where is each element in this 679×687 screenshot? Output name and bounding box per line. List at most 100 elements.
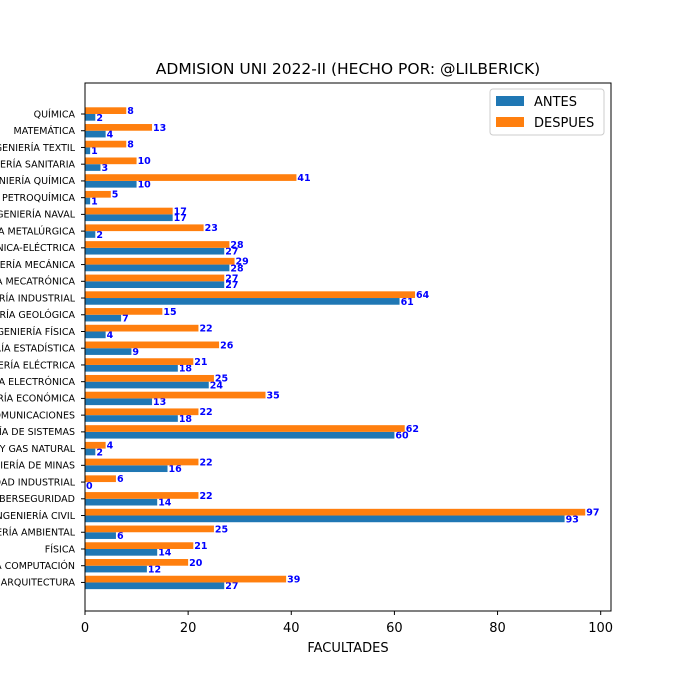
bar-antes <box>85 565 147 573</box>
y-tick-label: INGENIERÍA DE HIGIENE Y SEGURIDAD INDUST… <box>0 476 76 488</box>
bar-antes <box>85 197 91 205</box>
y-tick-label: MATEMÁTICA <box>14 125 76 137</box>
y-tick-label: INGENIERÍA ECONÓMICA <box>0 393 75 405</box>
bar-antes <box>85 532 116 539</box>
bar-despues <box>85 241 230 248</box>
y-tick-label: INGENIERÍA GEOLÓGICA <box>0 309 75 321</box>
y-tick-label: INGENIERÍA PETROQUÍMICA <box>0 192 75 204</box>
bar-despues <box>85 475 116 483</box>
x-axis: 0 20 40 60 80 100 <box>81 113 613 636</box>
bar-despues <box>85 124 153 131</box>
data-label-despues: 4 <box>107 441 114 452</box>
data-label-antes: 4 <box>107 129 114 140</box>
data-label-antes: 1 <box>91 196 98 207</box>
plot-frame <box>84 82 612 612</box>
data-label-despues: 41 <box>297 173 310 184</box>
y-tick-label: INGENIERÍA AMBIENTAL <box>0 527 76 539</box>
y-tick-label: INGENIERÍA DE CIBERSEGURIDAD <box>0 493 75 505</box>
data-label-despues: 64 <box>416 290 430 301</box>
y-tick-label: FÍSICA <box>45 543 76 555</box>
y-tick-label: INGENIERÍA QUÍMICA <box>0 175 75 187</box>
y-tick-label: INGENIERÍA TEXTIL <box>0 142 76 154</box>
x-tick-label: 80 <box>489 621 506 636</box>
data-label-antes: 27 <box>225 280 238 291</box>
data-label-despues: 5 <box>112 190 119 201</box>
bar-despues <box>85 492 199 499</box>
data-label-despues: 97 <box>586 508 599 519</box>
y-tick-label: INGENIERÍA FÍSICA <box>0 326 75 338</box>
bar-despues <box>85 140 127 148</box>
x-tick-label: 40 <box>283 621 300 636</box>
bar-antes <box>85 314 122 322</box>
bar-despues <box>85 207 173 215</box>
legend-label-antes: ANTES <box>534 95 577 110</box>
y-tick-label: INGENIERÍA SANITARIA <box>0 158 75 170</box>
data-label-antes: 28 <box>230 263 244 274</box>
bar-antes <box>85 214 173 222</box>
x-tick-label: 100 <box>588 621 613 636</box>
y-tick-label: INGENIERÍA ELECTRÓNICA <box>0 376 75 388</box>
bar-antes <box>85 147 91 155</box>
bar-despues <box>85 341 220 349</box>
bar-despues <box>85 542 194 549</box>
bar-despues <box>85 525 214 533</box>
y-tick-label: INGENIERÍA MECÁNICA-ELÉCTRICA <box>0 242 75 254</box>
data-label-despues: 8 <box>127 140 134 151</box>
data-label-antes: 93 <box>566 514 579 525</box>
bar-antes <box>85 582 225 590</box>
bar-despues <box>85 174 297 181</box>
data-label-despues: 6 <box>117 474 124 485</box>
data-label-antes: 10 <box>138 180 152 191</box>
legend: ANTES DESPUES <box>489 88 605 136</box>
y-tick-label: INGENIERÍA MECÁNICA <box>0 259 75 271</box>
data-label-despues: 17 <box>174 206 187 217</box>
bar-antes <box>85 348 132 355</box>
data-label-despues: 21 <box>194 541 207 552</box>
x-tick-label: 20 <box>180 621 197 636</box>
y-tick-label: INGENIERÍA NAVAL <box>0 209 76 221</box>
data-label-antes: 13 <box>153 397 166 408</box>
y-tick-label: INGENIERÍA DE TELECOMUNICACIONES <box>0 409 75 421</box>
data-label-antes: 7 <box>122 314 129 325</box>
bar-despues <box>85 291 416 299</box>
y-tick-label: CIENCIA DE LA COMPUTACIÓN <box>0 560 75 572</box>
data-label-despues: 29 <box>236 257 249 268</box>
bar-antes <box>85 247 225 255</box>
y-tick-label: INGENIERÍA INDUSTRIAL <box>0 292 76 304</box>
legend-swatch-antes <box>496 96 524 106</box>
y-tick-label: INGENIERÍA MECATRÓNICA <box>0 276 75 288</box>
data-label-despues: 35 <box>266 390 279 401</box>
data-label-antes: 27 <box>225 581 238 592</box>
bar-despues <box>85 408 199 416</box>
bar-antes <box>85 548 158 556</box>
data-label-antes: 2 <box>96 230 103 241</box>
y-tick-label: INGENIERÍA DE MINAS <box>0 460 75 472</box>
data-label-antes: 6 <box>117 531 124 542</box>
bar-antes <box>85 231 96 238</box>
y-tick-label: INGENIERÍA CIVIL <box>0 510 76 522</box>
bar-antes <box>85 264 230 272</box>
data-label-antes: 2 <box>96 447 103 458</box>
bar-antes <box>85 398 153 406</box>
bar-antes <box>85 431 395 439</box>
data-label-despues: 23 <box>205 223 218 234</box>
data-label-despues: 22 <box>199 324 212 335</box>
data-label-despues: 22 <box>199 407 212 418</box>
bar-despues <box>85 508 586 516</box>
chart-marks: 2841318310104115171722327282829272761647… <box>85 106 599 592</box>
bar-antes <box>85 331 106 339</box>
data-label-antes: 24 <box>210 380 224 391</box>
y-tick-label: QUÍMICA <box>34 108 76 120</box>
bar-despues <box>85 157 137 165</box>
bar-despues <box>85 575 287 583</box>
category-labels: QUÍMICA MATEMÁTICA INGENIERÍA TEXTIL INGENI… <box>0 108 76 588</box>
bar-despues <box>85 274 225 282</box>
data-label-antes: 2 <box>96 113 103 124</box>
data-label-antes: 17 <box>174 213 187 224</box>
data-label-despues: 22 <box>199 457 212 468</box>
data-label-antes: 12 <box>148 564 161 575</box>
data-label-antes: 61 <box>401 297 414 308</box>
bar-despues <box>85 358 194 365</box>
data-label-despues: 15 <box>163 307 176 318</box>
bar-antes <box>85 281 225 288</box>
